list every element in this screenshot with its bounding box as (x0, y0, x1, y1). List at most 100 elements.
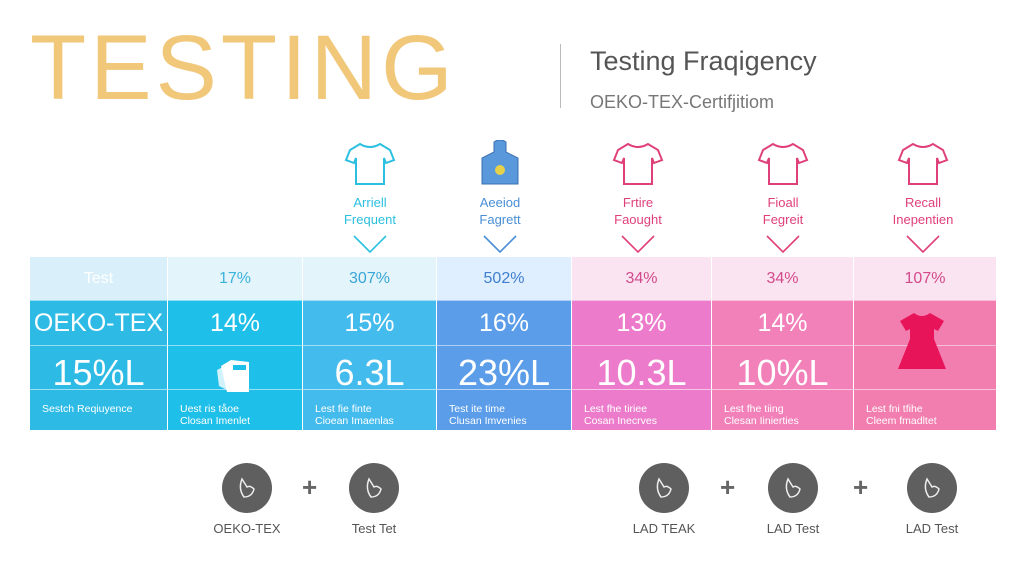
cell-top-text: 34% (625, 269, 658, 287)
cell-top: Test (30, 257, 167, 300)
water-drop-icon (639, 463, 689, 513)
caption-line1: Test ite time (449, 403, 506, 415)
cell-top: 34% (572, 257, 711, 300)
footer-item: LAD Test (882, 463, 982, 536)
cell-bottom: 15%L Sestch Reqiuyence (30, 345, 167, 430)
cell-bottom: 6.3L Lest fie finte Cioean Imaenlas (303, 345, 436, 430)
shirt-icon (578, 140, 698, 186)
table-column: 107% Lest fni tfihe Cleem fmadltet (854, 257, 997, 430)
document-icon (168, 352, 302, 405)
page-subtitle: OEKO-TEX-Certifjitiom (590, 92, 775, 112)
cell-mid: 16% (478, 308, 530, 337)
cell-bottom: 23%L Test ite time Clusan Imvenies (437, 345, 571, 430)
column-header: Frtire Faought (578, 140, 698, 254)
table-column: Test OEKO-TEX 15%L Sestch Reqiuyence (30, 257, 168, 430)
t-shirt-print-icon (863, 140, 983, 186)
cell-top-text: 34% (766, 269, 799, 287)
cell-top-text: 307% (349, 269, 390, 287)
cell-bottom: 10.3L Lest fhe tiriee Cosan Inecrves (572, 345, 711, 430)
cell-top: 502% (437, 257, 571, 300)
table-column: 17% 14% Uest ris tåoe Closan Imenlet (168, 257, 303, 430)
cell-value: 23%L (457, 352, 551, 393)
footer-label: LAD Test (905, 521, 959, 536)
column-header: Arriell Frequent (310, 140, 430, 254)
footer-item: LAD Test (743, 463, 843, 536)
plus-icon: + (302, 472, 318, 502)
cell-middle: 16% (437, 300, 571, 345)
header-line1: Arriell (353, 195, 387, 210)
table-column: 34% 14% 10%L Lest fhe tiing Clesan Iinier… (712, 257, 854, 430)
page-title: Testing Fraqigency (590, 46, 817, 76)
caption-line1: Sestch Reqiuyence (42, 403, 133, 415)
footer-label: OEKO-TEX (213, 521, 281, 536)
cell-top-text: 107% (904, 269, 946, 287)
table-column: 502% 16% 23%L Test ite time Clusan Imveni… (437, 257, 572, 430)
cell-value: 6.3L (334, 352, 405, 393)
footer-item: Test Tet (324, 463, 424, 536)
cell-value: 10%L (736, 352, 829, 393)
cell-middle: 14% (712, 300, 853, 345)
header-line1: Frtire (622, 195, 654, 210)
table-column: 307% 15% 6.3L Lest fie finte Cioean Imaen… (303, 257, 437, 430)
cell-top-text: 502% (483, 269, 525, 287)
cell-mid: OEKO-TEX (33, 308, 164, 337)
caption-line2: Closan Imenlet (180, 415, 251, 427)
caption-line1: Lest fni tfihe (866, 403, 923, 415)
footer-item: LAD TEAK (614, 463, 714, 536)
cell-bottom: Uest ris tåoe Closan Imenlet (168, 345, 302, 430)
cell-mid: 14% (757, 308, 808, 337)
caption-line2: Clusan Imvenies (449, 415, 527, 427)
header-line2: Fagrett (479, 212, 521, 227)
cell-top-text: 17% (218, 269, 252, 287)
plus-icon: + (720, 472, 736, 502)
cell-top: 17% (168, 257, 302, 300)
column-header: Aeeiod Fagrett (440, 140, 560, 254)
footer-label: LAD Test (766, 521, 820, 536)
caption-line1: Uest ris tåoe (180, 403, 239, 415)
leaf-icon (907, 463, 957, 513)
cell-mid: 14% (209, 308, 261, 337)
cell-top: 307% (303, 257, 436, 300)
caption-line1: Lest fhe tiriee (584, 403, 648, 415)
pen-icon (349, 463, 399, 513)
table-column: 34% 13% 10.3L Lest fhe tiriee Cosan Inecr… (572, 257, 712, 430)
chevron-down-icon (578, 234, 698, 254)
cell-middle: 14% (168, 300, 302, 345)
caption-line2: Clesan Iinierties (724, 415, 799, 427)
footer-label: Test Tet (351, 521, 397, 536)
header-line1: Aeeiod (479, 195, 521, 210)
hoodie-icon (440, 140, 560, 186)
header-line1: Fioall (767, 195, 799, 210)
tablet-icon (768, 463, 818, 513)
footer-item: OEKO-TEX (197, 463, 297, 536)
chevron-down-icon (310, 234, 430, 254)
header-line2: Fegreit (762, 212, 804, 227)
cell-top: 107% (854, 257, 996, 300)
cell-middle: 15% (303, 300, 436, 345)
caption-line2: Cleem fmadltet (866, 415, 937, 427)
column-header: Recall Inepentien (863, 140, 983, 254)
frequency-table: Test OEKO-TEX 15%L Sestch Reqiuyence 17% … (30, 257, 997, 430)
caption-line2: Cosan Inecrves (584, 415, 657, 427)
polo-shirt-icon (723, 140, 843, 186)
header-line2: Inepentien (892, 212, 954, 227)
header-line1: Recall (904, 195, 942, 210)
chevron-down-icon (440, 234, 560, 254)
cell-mid: 15% (344, 308, 395, 337)
cell-middle: OEKO-TEX (30, 300, 167, 345)
chevron-down-icon (723, 234, 843, 254)
dress-icon (894, 311, 950, 382)
t-shirt-icon (310, 140, 430, 186)
cell-bottom: 10%L Lest fhe tiing Clesan Iinierties (712, 345, 853, 430)
header-line2: Faought (614, 212, 662, 227)
caption-line1: Lest fie finte (315, 403, 372, 415)
divider (560, 44, 561, 108)
cell-top-text: Test (83, 269, 114, 287)
cell-middle: 13% (572, 300, 711, 345)
caption-line2: Cioean Imaenlas (315, 415, 394, 427)
plus-icon: + (853, 472, 869, 502)
caption-line1: Lest fhe tiing (724, 403, 784, 415)
cell-value: 15%L (52, 352, 145, 393)
hand-icon (222, 463, 272, 513)
header-line2: Frequent (343, 212, 397, 227)
